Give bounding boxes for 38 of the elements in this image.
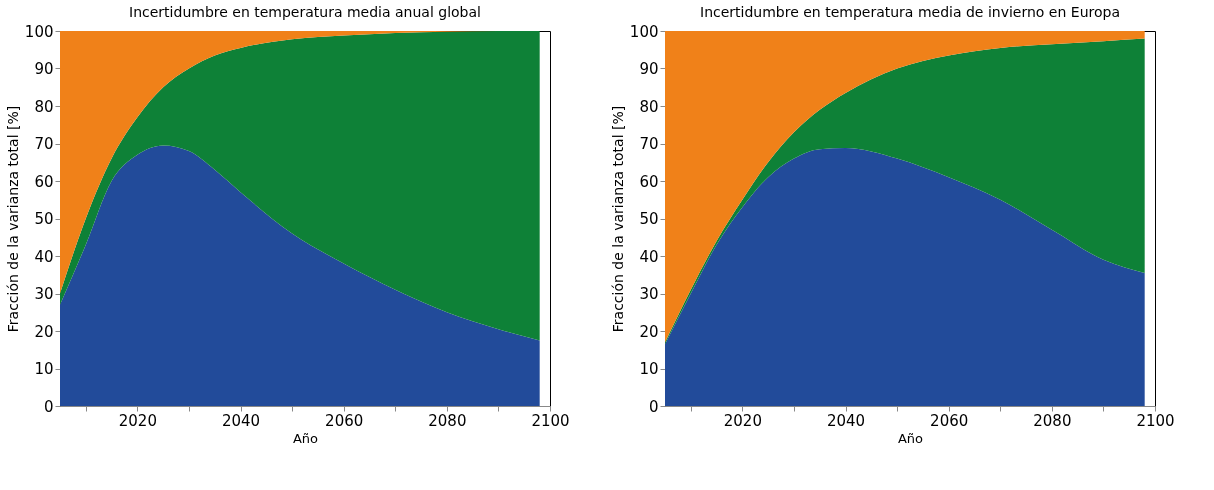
y-tick-label: 50 bbox=[34, 210, 54, 228]
x-tick-label: 2040 bbox=[221, 411, 261, 430]
y-tick-label: 90 bbox=[34, 60, 54, 78]
y-axis-title: Fracción de la varianza total [%] bbox=[609, 105, 626, 333]
x-tick-label: 2020 bbox=[118, 411, 157, 430]
y-tick-label: 80 bbox=[34, 97, 54, 116]
x-tick-label: 2060 bbox=[930, 411, 969, 430]
y-tick-label: 40 bbox=[639, 247, 659, 266]
x-tick-label: 2080 bbox=[428, 411, 467, 430]
y-tick-label: 40 bbox=[34, 247, 54, 266]
chart-title: Incertidumbre en temperatura media de invierno en Europa bbox=[700, 4, 1120, 20]
y-tick-label: 0 bbox=[648, 397, 659, 416]
y-tick-label: 10 bbox=[639, 360, 659, 378]
y-tick-label: 70 bbox=[639, 135, 659, 153]
y-tick-label: 10 bbox=[34, 360, 54, 378]
y-tick-label: 100 bbox=[629, 22, 659, 41]
x-tick-label: 2060 bbox=[325, 411, 364, 430]
x-axis-title: Año bbox=[897, 430, 924, 446]
y-tick-label: 30 bbox=[34, 285, 54, 303]
y-tick-label: 20 bbox=[34, 322, 54, 341]
x-tick-label: 2040 bbox=[826, 411, 866, 430]
y-tick-label: 100 bbox=[24, 22, 54, 41]
chart-title: Incertidumbre en temperatura media anual global bbox=[129, 4, 481, 20]
x-tick-label: 2080 bbox=[1033, 411, 1072, 430]
y-tick-label: 30 bbox=[639, 285, 659, 303]
x-axis-title: Año bbox=[292, 430, 319, 446]
x-tick-label: 2100 bbox=[1136, 411, 1175, 430]
y-tick-label: 80 bbox=[639, 97, 659, 116]
y-tick-label: 0 bbox=[43, 397, 54, 416]
y-axis-title: Fracción de la varianza total [%] bbox=[4, 105, 21, 333]
y-tick-label: 60 bbox=[34, 172, 54, 191]
y-tick-label: 20 bbox=[639, 322, 659, 341]
y-tick-label: 50 bbox=[639, 210, 659, 228]
y-tick-label: 70 bbox=[34, 135, 54, 153]
x-tick-label: 2020 bbox=[723, 411, 762, 430]
y-tick-label: 90 bbox=[639, 60, 659, 78]
y-tick-label: 60 bbox=[639, 172, 659, 191]
x-tick-label: 2100 bbox=[531, 411, 570, 430]
